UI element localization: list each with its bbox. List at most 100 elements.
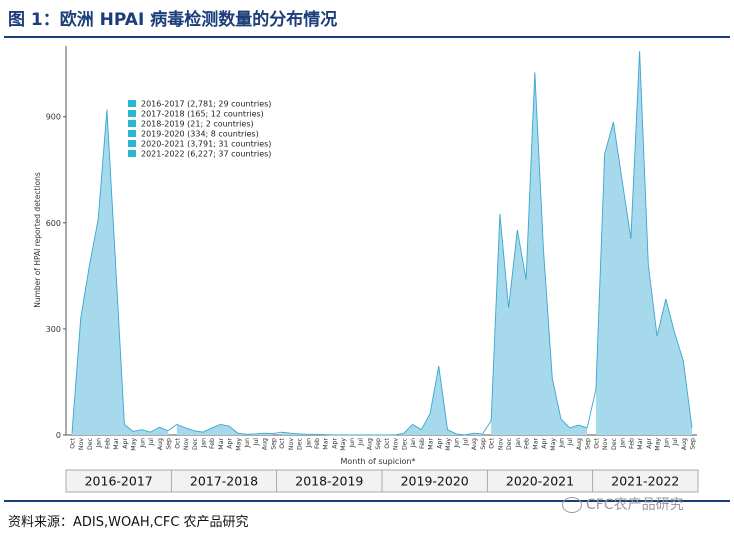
x-tick-label: Jun xyxy=(244,438,251,449)
series-line-segment xyxy=(115,265,125,425)
x-tick-label: Jan xyxy=(410,438,417,449)
x-tick-label: Apr xyxy=(541,438,548,449)
series-line-segment xyxy=(682,360,693,428)
season-area-2020-2021 xyxy=(491,72,588,435)
watermark-text: CFC农产品研究 xyxy=(586,497,684,513)
legend-marker xyxy=(128,100,136,107)
x-tick-label: Dec xyxy=(401,437,408,450)
x-tick-label: Apr xyxy=(331,438,338,449)
x-axis-month-labels: Oct Nov Dec Jan Feb Mar Apr May Jun Jul Aug Sep Oct N… xyxy=(70,437,697,450)
legend-item: 2021-2022 (6,227; 37 countries) xyxy=(141,150,271,159)
x-tick-label: Jun xyxy=(139,438,146,449)
series-line-segment xyxy=(71,318,82,434)
series-line-segment xyxy=(220,423,230,427)
x-tick-label: Apr xyxy=(646,438,653,449)
series-line-segment xyxy=(569,424,579,429)
x-tick-label: Jan xyxy=(305,438,312,449)
y-tick-label: 600 xyxy=(46,219,61,228)
x-tick-label: Feb xyxy=(524,438,531,449)
x-tick-label: Nov xyxy=(393,438,400,450)
series-line-segment xyxy=(560,418,571,429)
series-line-segment xyxy=(412,424,422,431)
wechat-icon xyxy=(562,497,582,513)
x-tick-label: Feb xyxy=(209,438,216,449)
legend-item: 2016-2017 (2,781; 29 countries) xyxy=(141,100,271,109)
x-tick-label: May xyxy=(445,438,452,451)
series-line-segment xyxy=(80,265,90,319)
x-tick-label: Dec xyxy=(192,437,199,450)
season-area-2016-2017 xyxy=(72,109,169,436)
series-line-segment xyxy=(429,365,440,414)
x-tick-label: Mar xyxy=(637,438,644,450)
legend-marker xyxy=(128,120,136,127)
x-tick-label: Mar xyxy=(532,438,539,450)
source-divider xyxy=(4,500,730,502)
x-tick-label: Jul xyxy=(358,438,365,447)
x-tick-label: Aug xyxy=(681,438,688,450)
x-tick-label: Aug xyxy=(157,438,164,450)
x-tick-label: Jun xyxy=(349,438,356,449)
series-line-segment xyxy=(395,432,404,436)
x-tick-label: May xyxy=(550,438,557,451)
x-axis-title: Month of supicion* xyxy=(341,457,416,466)
x-tick-label: Apr xyxy=(436,438,443,449)
series-line-segment xyxy=(106,109,117,266)
x-tick-label: Jun xyxy=(663,438,670,449)
x-tick-label: Oct xyxy=(489,437,496,448)
x-tick-label: Nov xyxy=(78,438,85,450)
series-line-segment xyxy=(420,413,431,430)
legend-marker xyxy=(128,140,136,147)
series-line-segment xyxy=(185,427,195,432)
series-line-segment xyxy=(604,121,614,154)
series-line-segment xyxy=(482,420,492,435)
x-tick-label: Oct xyxy=(593,437,600,448)
chart-title: 图 1：欧洲 HPAI 病毒检测数量的分布情况 xyxy=(8,10,338,30)
x-tick-label: Sep xyxy=(480,438,487,450)
series-line-segment xyxy=(543,251,553,379)
season-label: 2018-2019 xyxy=(295,474,363,489)
x-tick-label: Dec xyxy=(506,437,513,450)
x-tick-label: Aug xyxy=(366,438,373,450)
x-tick-label: Dec xyxy=(297,437,304,450)
x-tick-label: Oct xyxy=(279,437,286,448)
y-tick-label: 900 xyxy=(46,113,61,122)
y-tick-label: 300 xyxy=(46,325,61,334)
series-line-segment xyxy=(612,121,623,181)
x-tick-label: Feb xyxy=(314,438,321,449)
x-tick-label: Feb xyxy=(104,438,111,449)
x-tick-label: May xyxy=(131,438,138,451)
x-tick-label: Oct xyxy=(384,437,391,448)
series-line-segment xyxy=(456,433,466,436)
x-tick-label: Dec xyxy=(611,437,618,450)
title-divider xyxy=(4,36,730,38)
y-axis-ticks: 0 300 600 900 xyxy=(46,113,66,440)
y-axis-title: Number of HPAI reported detections xyxy=(33,172,42,308)
x-tick-label: Nov xyxy=(497,438,504,450)
x-tick-label: Sep xyxy=(585,438,592,450)
x-tick-label: Dec xyxy=(87,437,94,450)
season-area-2019-2020 xyxy=(386,366,483,435)
x-tick-label: Feb xyxy=(628,438,635,449)
x-tick-label: Jul xyxy=(567,438,574,447)
x-tick-label: Jun xyxy=(454,438,461,449)
series-line-segment xyxy=(176,423,186,429)
series-line-segment xyxy=(167,424,178,432)
x-tick-label: Sep xyxy=(270,438,277,450)
x-tick-label: Sep xyxy=(375,438,382,450)
x-tick-label: Apr xyxy=(227,438,234,449)
series-line-segment xyxy=(150,426,160,433)
series-line-segment xyxy=(621,180,632,239)
series-line-segment xyxy=(595,153,606,390)
y-tick-label: 0 xyxy=(56,431,61,440)
series-line-segment xyxy=(255,432,265,435)
x-tick-label: Jan xyxy=(620,438,627,449)
x-tick-label: Jun xyxy=(559,438,566,449)
series-line-segment xyxy=(630,51,641,239)
x-tick-label: Mar xyxy=(323,438,330,450)
series-line-segment xyxy=(89,219,99,266)
series-line-segment xyxy=(534,72,544,252)
x-tick-label: Jul xyxy=(462,438,469,447)
series-line-segment xyxy=(159,426,169,432)
series-line-segment xyxy=(124,424,134,432)
legend-item: 2020-2021 (3,791; 31 countries) xyxy=(141,140,271,149)
